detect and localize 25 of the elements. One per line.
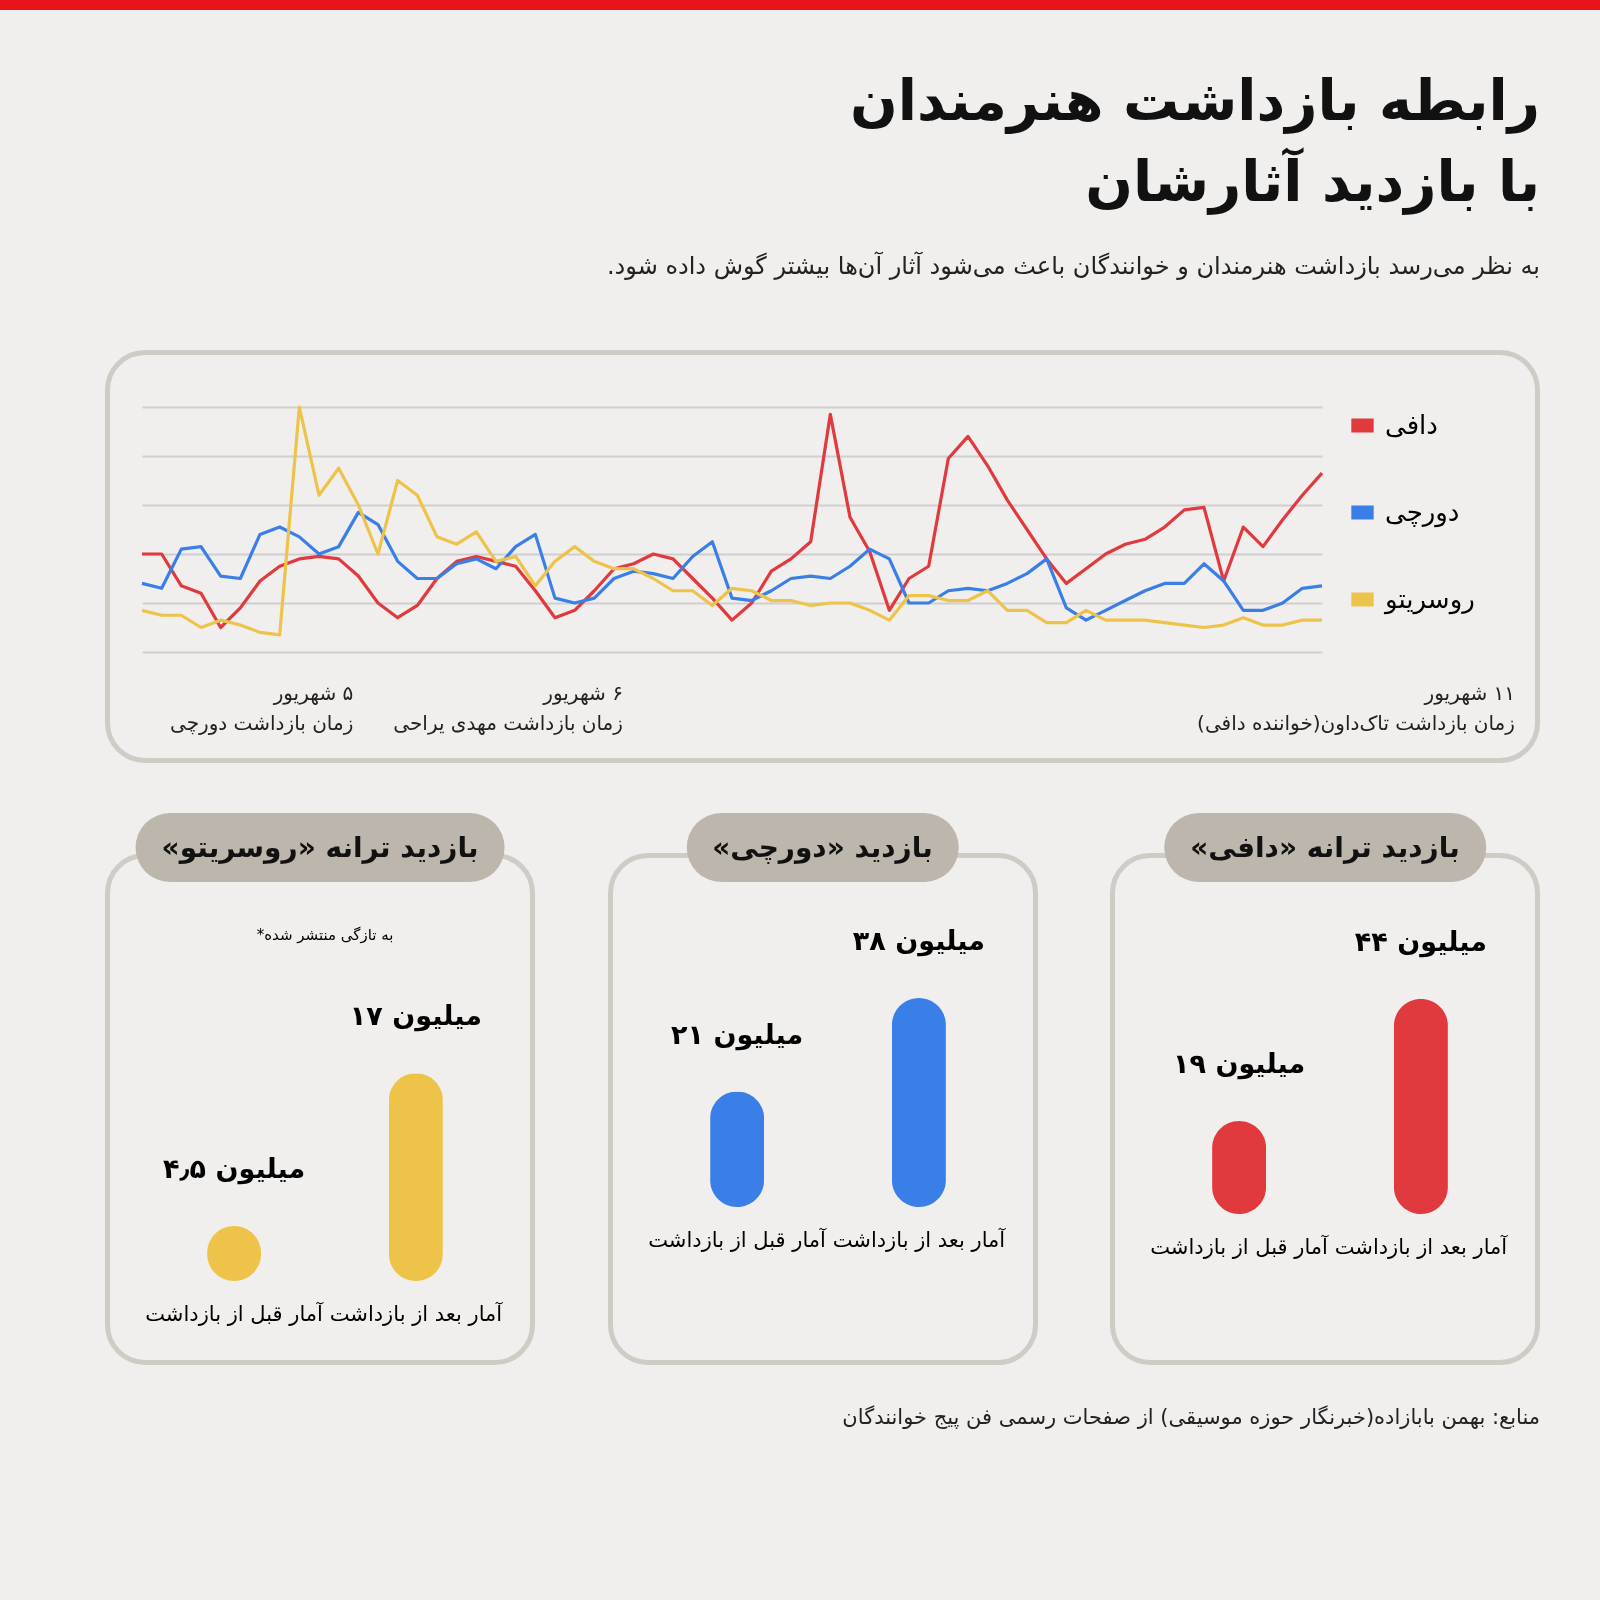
legend-label: دورچی	[1385, 496, 1460, 528]
text: منابع: بهمن بابازاده(خبرنگار حوزه موسیقی) از صفحات رسمی فن پیج خوانندگان	[841, 1404, 1541, 1432]
text: ۵ شهریور زمان بازداشت دورچی	[170, 680, 354, 738]
chart-title: بازدید ترانه «روسریتو»	[135, 813, 505, 883]
text: ۶ شهریور زمان بازداشت مهدی یراحی	[393, 680, 623, 738]
data-label: ۱۷ میلیون	[349, 1000, 482, 1033]
chart-title: رابطه بازداشت هنرمندان با بازدید آثارشان	[849, 67, 1540, 217]
data-label: ۲۱ میلیون	[670, 1018, 803, 1051]
data-label: ۳۸ میلیون	[852, 925, 985, 958]
x-tick-label: آمار بعد از بازداشت	[1334, 1233, 1509, 1259]
legend-label: روسریتو	[1383, 583, 1475, 615]
text: ۱۱ شهریور زمان بازداشت تاک‌داون(خواننده دافی)	[1197, 680, 1515, 738]
chart-subtitle: به نظر می‌رسد بازداشت هنرمندان و خوانندگان باعث می‌شود آثار آن‌ها بیشتر گوش داده شود.	[605, 252, 1540, 281]
data-label: ۴٫۵ میلیون	[162, 1153, 306, 1186]
x-tick-label: آمار قبل از بازداشت	[1150, 1233, 1330, 1259]
chart-title: بازدید «دورچی»	[686, 813, 959, 883]
chart-title: بازدید ترانه «دافی»	[1164, 813, 1486, 883]
data-label: ۱۹ میلیون	[1173, 1048, 1306, 1081]
legend-label: دافی	[1385, 409, 1438, 440]
x-tick-label: آمار بعد از بازداشت	[329, 1300, 504, 1326]
data-label: ۴۴ میلیون	[1354, 926, 1487, 959]
text: *به تازگی منتشر شده	[256, 926, 394, 945]
x-tick-label: آمار قبل از بازداشت	[145, 1300, 325, 1326]
x-tick-label: آمار قبل از بازداشت	[647, 1226, 827, 1252]
x-tick-label: آمار بعد از بازداشت	[832, 1226, 1006, 1252]
